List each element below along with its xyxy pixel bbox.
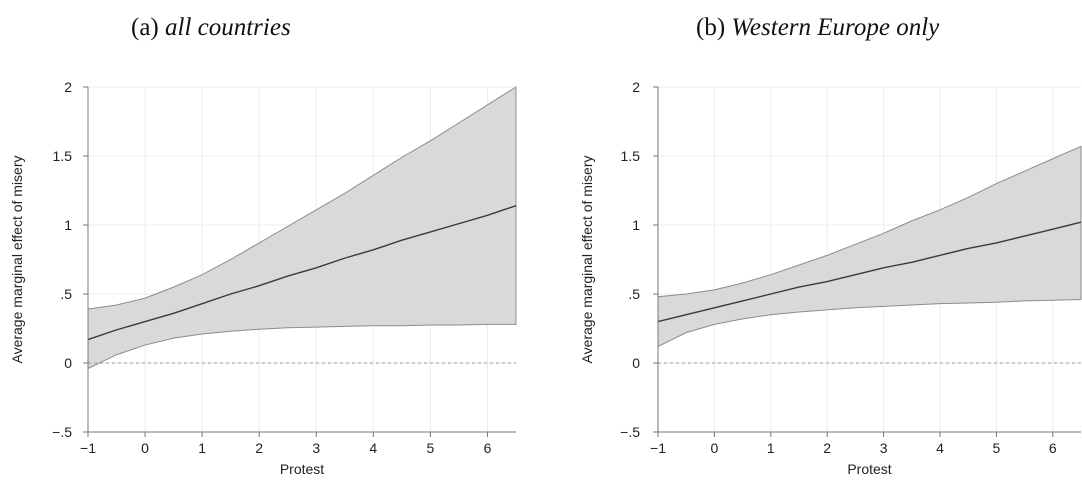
- panel-a-x-tick-label-2: 1: [198, 440, 206, 456]
- panel-a-y-tick-label-0: −.5: [52, 424, 72, 440]
- panel-b-x-tick-label-3: 2: [823, 440, 831, 456]
- panel-a-x-axis-title: Protest: [280, 461, 324, 477]
- panel-b-y-axis-title: Average marginal effect of misery: [579, 155, 595, 363]
- panel-b-y-tick-label-5: 2: [632, 79, 640, 95]
- panel-b-estimate-line: [657, 221, 1082, 323]
- panel-a-x-tick-label-1: 0: [141, 440, 149, 456]
- panel-a-y-axis-title: Average marginal effect of misery: [9, 155, 25, 363]
- panel-b-x-tick-label-6: 5: [993, 440, 1001, 456]
- panel-a-x-tick-label-5: 4: [369, 440, 377, 456]
- panel-b-x-tick-label-7: 6: [1049, 440, 1057, 456]
- panel-a-x-tick-label-6: 5: [427, 440, 435, 456]
- panel-a-title-prefix: (a): [131, 14, 165, 41]
- panel-b-title-prefix: (b): [696, 14, 732, 41]
- panel-a-y-tick-label-3: 1: [64, 217, 72, 233]
- panel-b-confidence-band: [657, 145, 1082, 348]
- panel-b-title: (b) Western Europe only: [696, 14, 939, 42]
- panel-b-x-tick-label-0: −1: [650, 440, 666, 456]
- panel-a-x-tick-label-0: −1: [80, 440, 96, 456]
- panel-a-y-tick-label-1: 0: [64, 355, 72, 371]
- panel-b-title-italic: Western Europe only: [731, 14, 940, 41]
- panel-b-x-tick-label-4: 3: [880, 440, 888, 456]
- panel-a-title-italic: all countries: [165, 14, 291, 41]
- panel-b-x-tick-label-5: 4: [936, 440, 944, 456]
- panel-a-title: (a) all countries: [131, 14, 291, 42]
- panel-b-y-tick-label-0: −.5: [620, 424, 640, 440]
- panel-b-x-tick-label-2: 1: [767, 440, 775, 456]
- panel-a-y-tick-label-2: .5: [60, 286, 72, 302]
- panel-a-x-tick-label-4: 3: [312, 440, 320, 456]
- panel-a-estimate-line: [87, 205, 517, 341]
- panel-b-y-tick-label-2: .5: [628, 286, 640, 302]
- panel-a-x-tick-label-3: 2: [255, 440, 263, 456]
- panel-b-y-tick-label-1: 0: [632, 355, 640, 371]
- panel-b-y-tick-label-4: 1.5: [621, 148, 641, 164]
- panel-b-x-tick-label-1: 0: [711, 440, 719, 456]
- panel-b-y-tick-label-3: 1: [632, 217, 640, 233]
- panel-a-x-tick-label-7: 6: [484, 440, 492, 456]
- panel-a-y-tick-label-5: 2: [64, 79, 72, 95]
- panel-a-y-tick-label-4: 1.5: [53, 148, 73, 164]
- panel-a-confidence-band: [87, 86, 517, 370]
- panel-b-x-axis-title: Protest: [847, 461, 891, 477]
